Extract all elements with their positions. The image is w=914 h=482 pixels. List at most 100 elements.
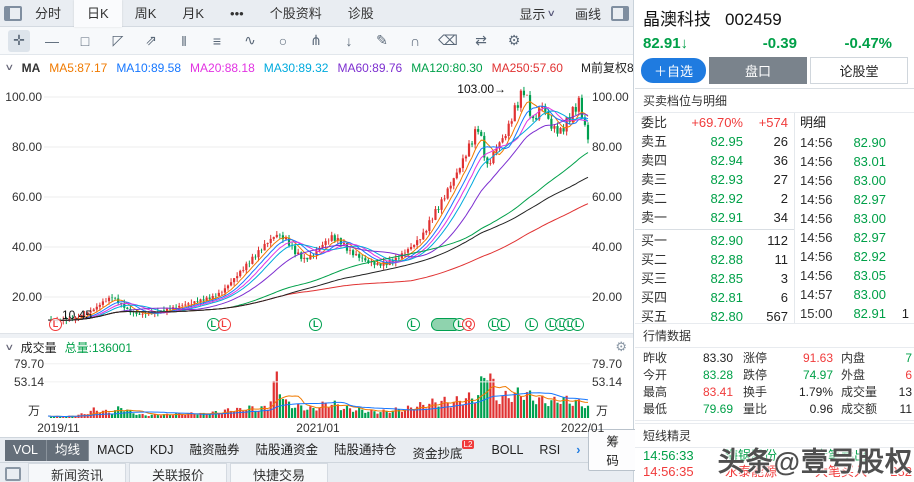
tick-row[interactable]: 15:00 82.91 1 xyxy=(795,304,914,323)
split-adjust-tool[interactable]: ⇄ xyxy=(475,32,487,48)
tab-stock-info[interactable]: 个股资料 xyxy=(269,5,322,21)
adjust-mode-label[interactable]: M前复权8. xyxy=(580,61,633,75)
horizontal-lines-tool[interactable]: ≡ xyxy=(212,32,222,49)
tab-related-quotes[interactable]: 关联报价 xyxy=(129,463,228,482)
tick-detail: 明细 14:56 82.90 14:56 83.01 14:56 83.00 14:56 82… xyxy=(795,113,914,323)
tick-row[interactable]: 14:57 83.00 xyxy=(795,285,914,304)
arrow-tool[interactable]: ↓ xyxy=(345,32,353,49)
gear-icon[interactable]: ⚙ xyxy=(615,339,627,354)
tab-weekly-k[interactable]: 周K xyxy=(134,5,157,21)
panel-toggle-left-icon[interactable] xyxy=(4,5,22,21)
tick-row[interactable]: 14:56 83.05 xyxy=(795,266,914,285)
collapse-icon[interactable]: ∨ xyxy=(4,62,15,72)
tab-ma[interactable]: 均线 xyxy=(47,439,90,461)
md-value: 6 xyxy=(905,368,912,382)
alert-row[interactable]: 14:56:35 永泰能源 大笔买入 282 xyxy=(635,464,914,480)
panel-toggle-bottom-icon[interactable] xyxy=(5,467,21,481)
signal-badge[interactable]: L xyxy=(496,318,510,331)
signal-badge[interactable]: L xyxy=(406,318,420,331)
magnet-tool[interactable]: ∩ xyxy=(409,32,421,49)
ma-value: MA10:89.58 xyxy=(116,60,182,75)
tab-daily-k[interactable]: 日K xyxy=(74,0,122,27)
tab-boll[interactable]: BOLL xyxy=(491,442,524,457)
pitchfork-tool[interactable]: ⋔ xyxy=(310,32,322,48)
signal-badge[interactable]: L xyxy=(217,318,231,331)
signal-badge[interactable]: L xyxy=(571,318,585,331)
ask-row[interactable]: 卖三 82.93 27 xyxy=(635,170,794,189)
tick-row[interactable]: 14:56 82.97 xyxy=(795,190,914,209)
weibi-row: 委比 +69.70% +574 xyxy=(635,113,794,132)
x-axis: 2019/11 2021/01 2022/01 xyxy=(0,420,633,437)
ask-row[interactable]: 卖一 82.91 34 xyxy=(635,208,794,227)
alert-value xyxy=(887,448,912,464)
add-watchlist-button[interactable]: ＋自选 xyxy=(641,58,707,83)
l2-badge: L2 xyxy=(461,439,475,449)
signal-badge[interactable]: L xyxy=(49,318,63,331)
tab-more-periods[interactable]: ••• xyxy=(230,5,244,21)
bid-row[interactable]: 买四 82.81 6 xyxy=(635,288,794,307)
ask-row[interactable]: 卖四 82.94 36 xyxy=(635,151,794,170)
volume-tick-label: 53.14 xyxy=(592,374,623,389)
tab-diagnose[interactable]: 诊股 xyxy=(347,5,374,21)
tick-row[interactable]: 14:56 83.00 xyxy=(795,171,914,190)
settings-tool[interactable]: ⚙ xyxy=(507,32,521,48)
wave-tool[interactable]: ∿ xyxy=(244,32,256,48)
vertical-lines-tool[interactable]: ‖ xyxy=(181,32,187,49)
md-value: 74.97 xyxy=(802,368,833,382)
tab-timeline[interactable]: 分时 xyxy=(35,5,62,21)
tab-rsi[interactable]: RSI xyxy=(539,442,561,457)
tick-volume xyxy=(886,190,909,209)
display-menu[interactable]: 显示 ∨ xyxy=(509,4,565,23)
y-axis-label: 40.00 xyxy=(592,240,623,254)
tab-quick-trade[interactable]: 快捷交易 xyxy=(230,463,329,482)
bid-row[interactable]: 买三 82.85 3 xyxy=(635,269,794,288)
tab-northbound-fund[interactable]: 陆股通资金 xyxy=(255,442,318,457)
tick-row[interactable]: 14:56 83.00 xyxy=(795,209,914,228)
alert-row[interactable]: 14:56:33 海锅股份 大笔卖出 xyxy=(635,448,914,464)
ellipse-tool[interactable]: ○ xyxy=(278,32,288,49)
tick-row[interactable]: 14:56 83.01 xyxy=(795,152,914,171)
gann-fan-tool[interactable]: ◸ xyxy=(112,32,124,48)
signal-badge[interactable]: L xyxy=(309,318,323,331)
tab-more-indicators[interactable]: › xyxy=(576,442,581,457)
bid-row[interactable]: 买五 82.80 567 xyxy=(635,307,794,326)
ask-levels: 卖五 82.95 26 卖四 82.94 36 卖三 82.93 27 卖二 82.92 2 卖一 82.… xyxy=(635,132,794,227)
trendline-tool[interactable]: — xyxy=(45,32,59,49)
volume-title: 成交量 xyxy=(20,340,57,355)
tab-order-book[interactable]: 盘口 xyxy=(709,57,808,84)
drawline-menu[interactable]: 画线 xyxy=(565,4,611,23)
tab-monthly-k[interactable]: 月K xyxy=(182,5,205,21)
panel-toggle-right-icon[interactable] xyxy=(611,5,629,21)
alert-row[interactable]: 14:56:36 xyxy=(635,480,914,482)
tick-row[interactable]: 14:56 82.97 xyxy=(795,228,914,247)
peak-annotation: 103.00→ xyxy=(457,82,506,96)
tick-row[interactable]: 14:56 82.90 xyxy=(795,133,914,152)
ask-row[interactable]: 卖二 82.92 2 xyxy=(635,189,794,208)
tab-fund-bottom[interactable]: 资金抄底L2 xyxy=(412,439,475,461)
tab-forum[interactable]: 论股堂 xyxy=(810,57,909,84)
level-price: 82.93 xyxy=(710,172,743,187)
pane-splitter[interactable] xyxy=(0,333,633,338)
tab-margin-trading[interactable]: 融资融券 xyxy=(189,442,240,457)
chips-button[interactable]: 筹码 xyxy=(588,429,637,471)
tick-row[interactable]: 14:56 82.92 xyxy=(795,247,914,266)
bid-row[interactable]: 买二 82.88 11 xyxy=(635,250,794,269)
tab-kdj[interactable]: KDJ xyxy=(149,442,174,457)
move-tool[interactable]: ✛ xyxy=(8,29,30,52)
bid-row[interactable]: 买一 82.90 112 xyxy=(635,231,794,250)
volume-chart[interactable]: 79.70 79.70 53.14 53.14 万 万 xyxy=(0,356,633,420)
delete-tool[interactable]: ⌫ xyxy=(438,32,458,48)
rectangle-tool[interactable]: □ xyxy=(80,32,90,49)
tab-northbound-holding[interactable]: 陆股通持仓 xyxy=(334,442,397,457)
pencil-tool[interactable]: ✎ xyxy=(376,32,388,48)
signal-badge[interactable]: Q xyxy=(462,318,476,331)
tab-news[interactable]: 新闻资讯 xyxy=(28,463,127,482)
signal-badge[interactable]: L xyxy=(525,318,539,331)
fibonacci-tool[interactable]: ⇗ xyxy=(145,32,157,48)
ask-row[interactable]: 卖五 82.95 26 xyxy=(635,132,794,151)
tab-macd[interactable]: MACD xyxy=(97,442,134,457)
main-chart[interactable]: 100.00 80.00 60.00 40.00 20.00 100.00 80.00 60… xyxy=(0,80,633,333)
y-axis-label: 80.00 xyxy=(592,140,623,154)
collapse-icon[interactable]: ∨ xyxy=(4,341,15,352)
tab-vol[interactable]: VOL xyxy=(5,439,48,461)
